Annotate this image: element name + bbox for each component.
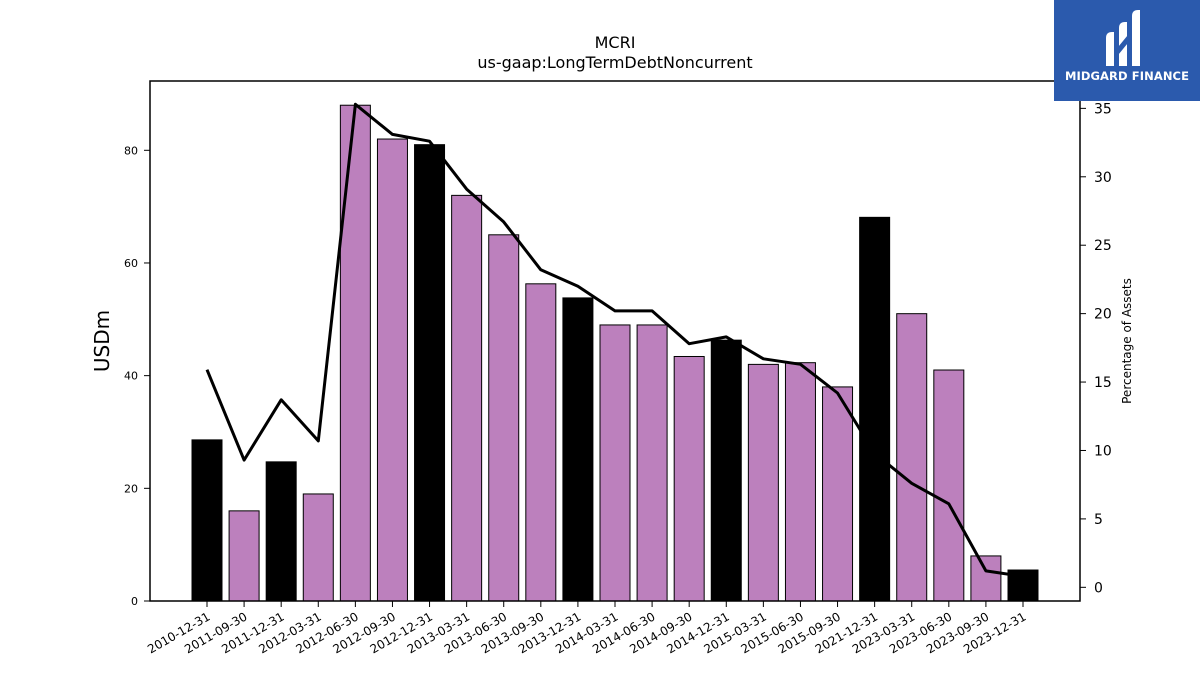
y2-tick-label: 15	[1094, 375, 1112, 391]
bar-2023-03-31	[896, 313, 928, 602]
bar-2013-06-30	[488, 234, 520, 602]
midgard-logo-icon	[1106, 10, 1140, 66]
bars-group	[191, 104, 1039, 602]
chart-title: MCRI	[595, 33, 636, 52]
x-axis: 2010-12-312011-09-302011-12-312012-03-31…	[145, 601, 1029, 656]
bar-2012-12-31	[414, 144, 446, 602]
line-series-group	[205, 102, 1024, 578]
bar-2015-06-30	[784, 362, 816, 602]
y-tick-label: 20	[124, 482, 138, 495]
y2-tick-label: 25	[1094, 238, 1112, 254]
y2-tick-label: 20	[1094, 307, 1112, 323]
bar-2013-09-30	[525, 283, 557, 602]
y2-tick-label: 35	[1094, 101, 1112, 117]
bar-2015-09-30	[822, 386, 854, 602]
y-tick-label: 80	[124, 144, 138, 157]
y2-tick-label: 30	[1094, 170, 1112, 186]
bar-2021-12-31	[859, 216, 891, 602]
midgard-finance-logo: MIDGARD FINANCE	[1054, 0, 1200, 101]
y-axis-left: 0 20 40 60 80	[124, 144, 150, 608]
bar-2014-09-30	[673, 355, 705, 602]
y2-tick-label: 10	[1094, 443, 1112, 459]
y-axis-right: 0 5 10 15 20 25 30 35	[1080, 101, 1112, 596]
bar-2011-09-30	[228, 510, 260, 602]
bar-2014-03-31	[599, 324, 631, 602]
bar-2015-03-31	[747, 363, 779, 602]
bar-2011-12-31	[265, 461, 297, 602]
bar-2014-06-30	[636, 324, 668, 602]
y-tick-label: 60	[124, 257, 138, 270]
y2-axis-label: Percentage of Assets	[1120, 278, 1134, 404]
bar-2023-06-30	[933, 369, 965, 602]
bar-2013-03-31	[451, 194, 483, 602]
y-tick-label: 40	[124, 370, 138, 383]
y2-tick-label: 5	[1094, 512, 1103, 528]
bar-2012-03-31	[302, 493, 334, 602]
bar-2012-09-30	[376, 138, 408, 602]
y-tick-label: 0	[131, 595, 138, 608]
bar-2012-06-30	[339, 104, 371, 602]
bar-2014-12-31	[710, 339, 742, 602]
logo-text: MIDGARD FINANCE	[1064, 69, 1190, 83]
bar-2010-12-31	[191, 439, 223, 602]
y-axis-label: USDm	[90, 310, 114, 372]
chart-subtitle: us-gaap:LongTermDebtNoncurrent	[477, 53, 752, 72]
y2-tick-label: 0	[1094, 580, 1103, 596]
bar-2023-09-30	[970, 555, 1002, 602]
bar-2013-12-31	[562, 297, 594, 602]
